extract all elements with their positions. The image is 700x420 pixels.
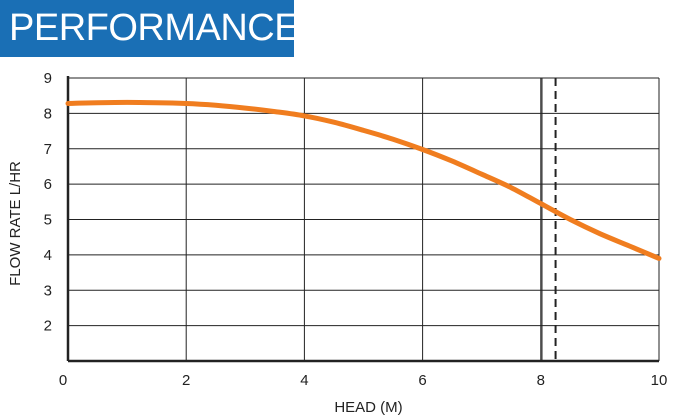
x-tick-label-0: 0 bbox=[59, 372, 67, 389]
y-tick-label-6: 6 bbox=[44, 176, 52, 193]
axes bbox=[66, 76, 659, 363]
y-tick-label-4: 4 bbox=[44, 247, 52, 264]
y-tick-label-3: 3 bbox=[44, 282, 52, 299]
series-layer bbox=[65, 99, 662, 261]
title-banner: PERFORMANCE bbox=[0, 0, 300, 57]
x-tick-label-8: 8 bbox=[537, 372, 545, 389]
y-tick-label-2: 2 bbox=[44, 318, 52, 335]
y-tick-label-9: 9 bbox=[44, 70, 52, 87]
x-axis-label: HEAD (M) bbox=[334, 399, 402, 416]
grid-lines bbox=[68, 77, 660, 361]
x-tick-label-2: 2 bbox=[182, 372, 190, 389]
x-tick-label-4: 4 bbox=[300, 372, 308, 389]
x-tick-label-6: 6 bbox=[418, 372, 426, 389]
y-tick-label-5: 5 bbox=[44, 212, 52, 229]
y-tick-label-7: 7 bbox=[44, 141, 52, 158]
x-tick-label-10: 10 bbox=[651, 372, 668, 389]
y-axis-label: FLOW RATE L/HR bbox=[7, 161, 24, 286]
tick-labels: 2 3 4 5 6 7 8 9 0 2 4 6 8 10 bbox=[44, 70, 668, 389]
chart-title: PERFORMANCE bbox=[9, 7, 300, 49]
series-line-0 bbox=[65, 99, 662, 261]
y-tick-label-8: 8 bbox=[44, 105, 52, 122]
